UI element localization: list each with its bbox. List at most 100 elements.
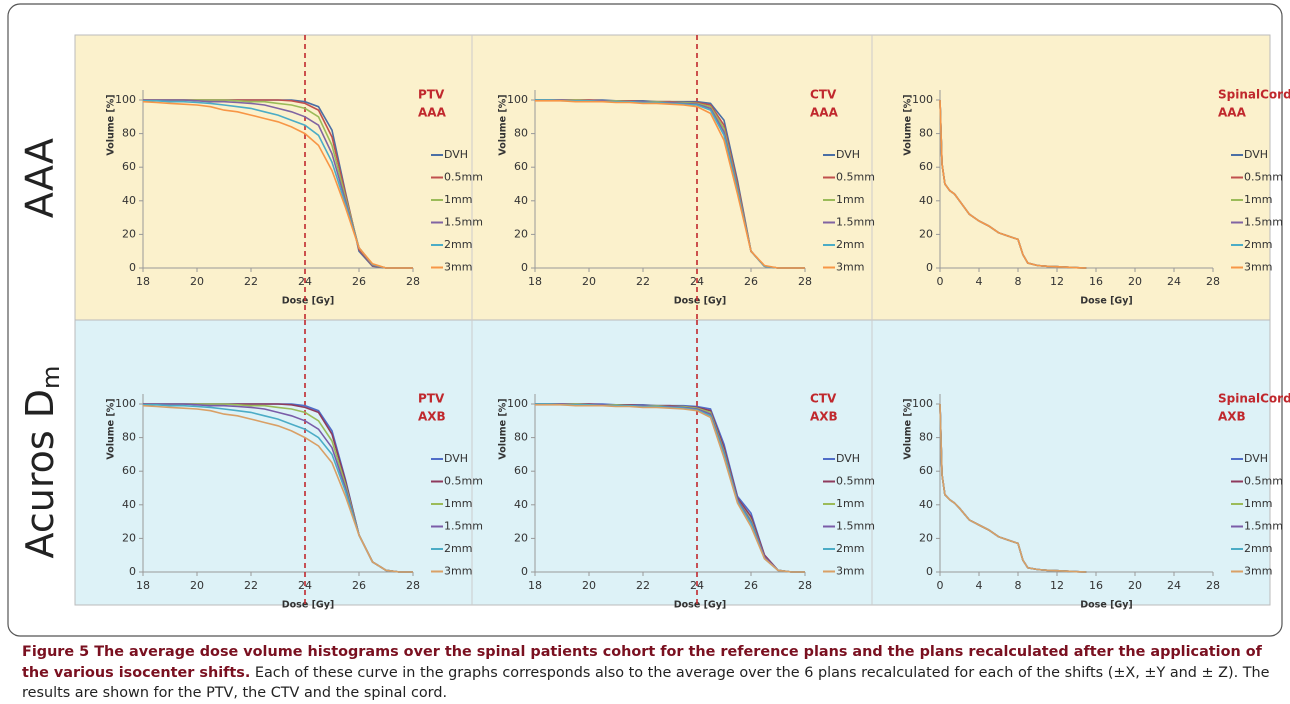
x-tick-label: 26 (744, 579, 758, 592)
legend-label: DVH (444, 452, 468, 465)
y-tick-label: 60 (919, 464, 933, 477)
x-tick-label: 20 (582, 275, 596, 288)
legend-label: 2mm (1244, 238, 1272, 251)
y-tick-label: 0 (926, 261, 933, 274)
legend-label: 0.5mm (444, 475, 483, 488)
legend-label: 0.5mm (1244, 475, 1283, 488)
legend-label: 2mm (836, 542, 864, 555)
y-tick-label: 20 (919, 531, 933, 544)
legend-label: 3mm (1244, 565, 1272, 578)
y-tick-label: 100 (912, 93, 933, 106)
legend-label: 2mm (836, 238, 864, 251)
legend-label: 2mm (1244, 542, 1272, 555)
legend-label: 1mm (1244, 497, 1272, 510)
series-line (142, 100, 413, 269)
legend-label: 3mm (444, 261, 472, 274)
y-tick-label: 0 (521, 261, 528, 274)
x-tick-label: 24 (1167, 275, 1181, 288)
caption-bold: Figure 5 The average dose volume histogr… (22, 644, 1262, 681)
x-tick-label: 28 (1206, 579, 1220, 592)
chart-subtitle: AAA (810, 106, 839, 120)
y-tick-label: 80 (514, 127, 528, 140)
y-axis-label: Volume [%] (106, 94, 117, 155)
row-background (74, 319, 1271, 606)
x-tick-label: 24 (1167, 579, 1181, 592)
x-tick-label: 18 (136, 275, 150, 288)
y-tick-label: 60 (514, 464, 528, 477)
series-line (142, 404, 413, 573)
y-tick-label: 40 (514, 498, 528, 511)
x-tick-label: 26 (352, 579, 366, 592)
legend-label: 1mm (444, 193, 472, 206)
y-tick-label: 80 (514, 431, 528, 444)
chart-title: CTV (810, 392, 837, 406)
x-tick-label: 28 (798, 579, 812, 592)
legend-label: 1.5mm (1244, 216, 1283, 229)
y-tick-label: 40 (122, 194, 136, 207)
x-tick-label: 12 (1050, 579, 1064, 592)
y-axis-label: Volume [%] (106, 398, 117, 459)
y-tick-label: 60 (514, 160, 528, 173)
x-tick-label: 0 (937, 579, 944, 592)
y-tick-label: 20 (514, 531, 528, 544)
legend-label: 1.5mm (836, 216, 875, 229)
legend-label: 0.5mm (836, 475, 875, 488)
x-axis-label: Dose [Gy] (674, 296, 727, 307)
x-tick-label: 20 (1128, 275, 1142, 288)
x-tick-label: 20 (582, 579, 596, 592)
x-tick-label: 4 (976, 275, 983, 288)
legend-label: 1.5mm (836, 520, 875, 533)
chart-title: SpinalCord (1218, 392, 1290, 406)
chart-subtitle: AXB (810, 410, 838, 424)
y-axis-label: Volume [%] (903, 94, 914, 155)
chart-subtitle: AXB (418, 410, 446, 424)
chart-title: PTV (418, 88, 445, 102)
caption-text: Each of these curve in the graphs corres… (22, 664, 1270, 702)
legend-label: 0.5mm (836, 171, 875, 184)
x-axis-label: Dose [Gy] (282, 296, 335, 307)
row-label-text: Acuros D (18, 389, 62, 558)
series-line (535, 100, 805, 269)
x-tick-label: 22 (636, 275, 650, 288)
row-label-subscript: m (37, 366, 65, 389)
chart-title: SpinalCord (1218, 88, 1290, 102)
y-tick-label: 40 (919, 194, 933, 207)
x-axis-label: Dose [Gy] (1080, 296, 1133, 307)
x-tick-label: 20 (190, 579, 204, 592)
y-tick-label: 20 (919, 227, 933, 240)
series-line (939, 99, 1087, 269)
x-axis-label: Dose [Gy] (674, 600, 727, 611)
chart-title: PTV (418, 392, 445, 406)
series-line (535, 404, 805, 573)
row-label: Acuros Dm (18, 366, 66, 559)
x-tick-label: 28 (406, 579, 420, 592)
y-tick-label: 80 (122, 127, 136, 140)
legend-label: 1.5mm (444, 520, 483, 533)
caption: Figure 5 The average dose volume histogr… (22, 642, 1272, 704)
x-tick-label: 22 (244, 579, 258, 592)
y-tick-label: 100 (507, 397, 528, 410)
legend-label: DVH (1244, 148, 1268, 161)
legend-label: 2mm (444, 238, 472, 251)
row-background (74, 34, 1271, 321)
x-tick-label: 20 (1128, 579, 1142, 592)
y-tick-label: 80 (122, 431, 136, 444)
x-tick-label: 8 (1015, 579, 1022, 592)
y-tick-label: 100 (115, 397, 136, 410)
legend-label: DVH (836, 452, 860, 465)
x-tick-label: 28 (406, 275, 420, 288)
y-tick-label: 0 (129, 261, 136, 274)
chart-subtitle: AAA (418, 106, 447, 120)
legend-label: 1mm (836, 193, 864, 206)
y-tick-label: 60 (122, 464, 136, 477)
x-tick-label: 22 (244, 275, 258, 288)
chart-subtitle: AAA (1218, 106, 1247, 120)
x-axis-label: Dose [Gy] (282, 600, 335, 611)
y-tick-label: 0 (521, 565, 528, 578)
legend-label: 3mm (836, 261, 864, 274)
x-tick-label: 22 (636, 579, 650, 592)
x-tick-label: 28 (798, 275, 812, 288)
y-tick-label: 100 (115, 93, 136, 106)
x-tick-label: 18 (528, 275, 542, 288)
